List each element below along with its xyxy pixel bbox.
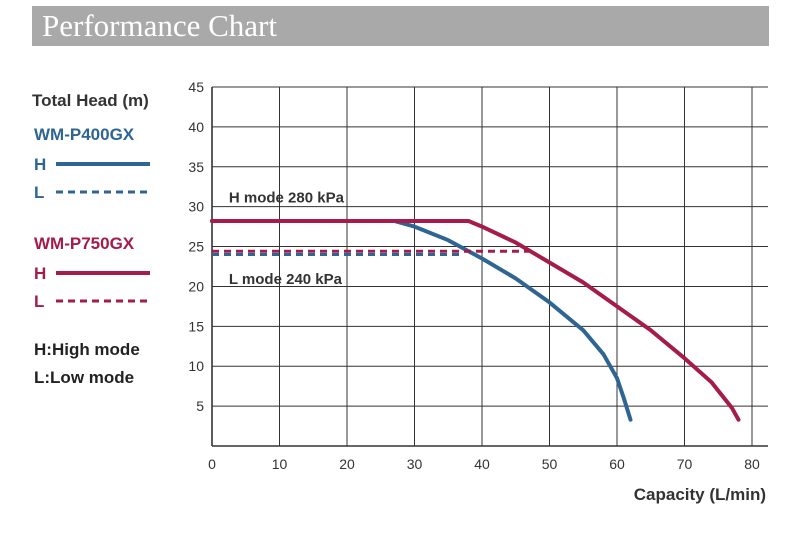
legend-model-2: WM-P750GX H L — [34, 234, 150, 311]
y-axis-label: Total Head (m) — [32, 91, 149, 110]
legend-l-label: L — [34, 183, 44, 202]
y-tick-label: 10 — [188, 358, 204, 374]
y-tick-label: 15 — [188, 318, 204, 334]
legend-note-low: L:Low mode — [34, 368, 134, 387]
x-tick-label: 40 — [474, 456, 490, 472]
legend-h-label: H — [34, 155, 46, 174]
legend: WM-P400GX H L WM-P750GX H L H:High mode … — [34, 125, 150, 387]
y-tick-label: 20 — [188, 278, 204, 294]
annotations: H mode 280 kPa L mode 240 kPa — [229, 190, 345, 288]
legend-model-1: WM-P400GX H L — [34, 125, 150, 202]
legend-model-name: WM-P400GX — [34, 125, 135, 144]
x-tick-label: 70 — [677, 456, 693, 472]
x-tick-label: 20 — [339, 456, 355, 472]
chart-title: Performance Chart — [42, 8, 277, 43]
legend-model-name: WM-P750GX — [34, 234, 135, 253]
y-tick-label: 30 — [188, 199, 204, 215]
title-bar: Performance Chart — [32, 6, 769, 46]
y-tick-label: 25 — [188, 239, 204, 255]
mode-annotation: L mode 240 kPa — [229, 271, 343, 288]
x-tick-label: 30 — [407, 456, 423, 472]
x-tick-label: 10 — [272, 456, 288, 472]
y-tick-label: 5 — [196, 398, 204, 414]
series-line-wm-p750gx-h — [210, 219, 741, 422]
x-tick-label: 60 — [609, 456, 625, 472]
x-tick-label: 0 — [208, 456, 216, 472]
x-tick-label: 50 — [542, 456, 558, 472]
legend-l-label: L — [34, 292, 44, 311]
legend-h-label: H — [34, 264, 46, 283]
series-line-wm-p400gx-h — [210, 219, 633, 422]
grid — [211, 86, 768, 447]
x-axis-label: Capacity (L/min) — [634, 485, 766, 504]
mode-annotation: H mode 280 kPa — [229, 190, 345, 207]
y-tick-label: 45 — [188, 79, 204, 95]
x-tick-label: 80 — [744, 456, 760, 472]
y-tick-label: 35 — [188, 159, 204, 175]
y-tick-label: 40 — [188, 119, 204, 135]
legend-note-high: H:High mode — [34, 340, 140, 359]
series-lines — [210, 219, 741, 422]
tick-labels: 0 10 20 30 40 50 60 70 80 5 10 15 20 25 30 35 40 45 — [188, 79, 760, 472]
